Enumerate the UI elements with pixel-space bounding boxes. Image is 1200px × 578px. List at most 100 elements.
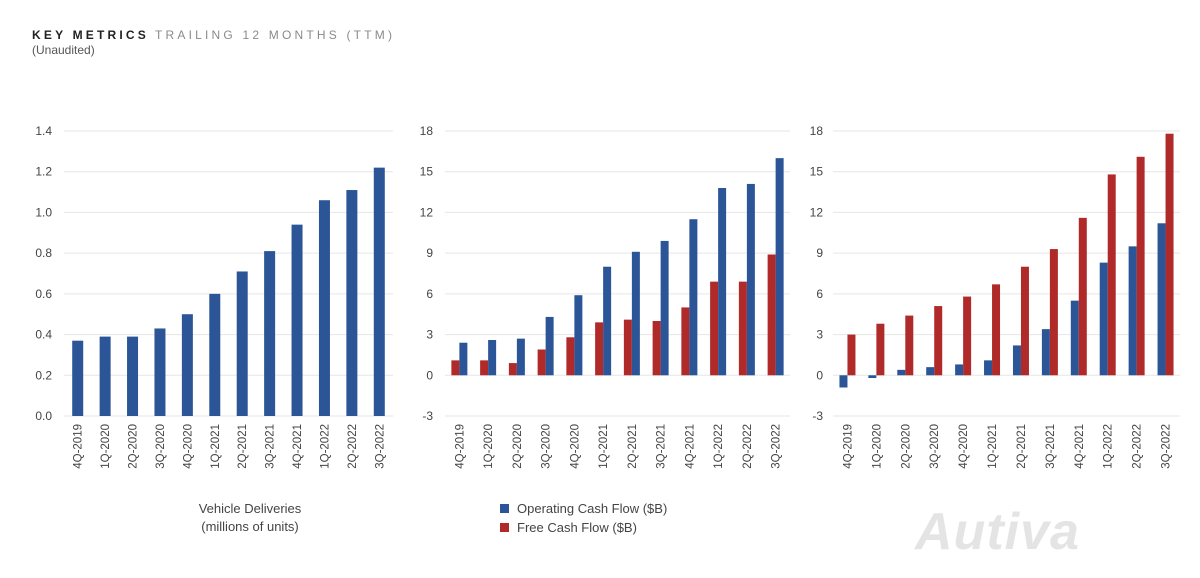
legend-item-operating: Operating Cash Flow ($B) xyxy=(500,499,667,518)
bar xyxy=(72,340,84,416)
x-tick-label: 4Q-2020 xyxy=(182,424,194,469)
y-tick-label: 0.8 xyxy=(35,246,52,260)
bar xyxy=(1099,262,1108,376)
watermark-logo: Autiva xyxy=(915,503,1080,561)
y-tick-label: 12 xyxy=(810,205,824,219)
bar xyxy=(876,323,885,376)
subtitle: (Unaudited) xyxy=(32,43,95,57)
x-tick-label: 3Q-2020 xyxy=(929,424,941,469)
bar xyxy=(291,224,303,416)
x-tick-label: 3Q-2021 xyxy=(1045,424,1057,469)
y-tick-label: 12 xyxy=(420,205,434,219)
bar xyxy=(718,188,727,376)
legend-swatch-red xyxy=(500,523,509,532)
y-tick-label: 18 xyxy=(420,124,434,138)
bar xyxy=(1107,174,1116,376)
bar xyxy=(480,360,489,376)
x-tick-label: 1Q-2021 xyxy=(598,424,610,469)
x-tick-label: 1Q-2021 xyxy=(987,424,999,469)
bar xyxy=(451,360,460,376)
x-tick-label: 4Q-2021 xyxy=(1074,424,1086,469)
x-tick-label: 2Q-2020 xyxy=(128,424,140,469)
bar xyxy=(955,364,964,376)
bar xyxy=(516,338,525,376)
bar xyxy=(652,321,661,376)
bar xyxy=(537,349,546,376)
bar xyxy=(839,375,848,388)
bar xyxy=(236,271,248,416)
bar xyxy=(127,336,139,416)
x-tick-label: 1Q-2020 xyxy=(100,424,112,469)
bar xyxy=(99,336,111,416)
legend-swatch-blue xyxy=(500,504,509,513)
bar xyxy=(459,342,468,376)
bar xyxy=(926,367,935,376)
bar xyxy=(897,369,906,376)
y-tick-label: 18 xyxy=(810,124,824,138)
x-tick-label: 2Q-2020 xyxy=(512,424,524,469)
chart1-caption: Vehicle Deliveries (millions of units) xyxy=(160,500,340,536)
bar xyxy=(681,307,690,376)
x-tick-label: 2Q-2020 xyxy=(900,424,912,469)
bar xyxy=(603,266,612,376)
y-tick-label: 0 xyxy=(426,368,433,382)
bar xyxy=(1136,156,1145,376)
bar xyxy=(738,281,747,376)
chart1-caption-line1: Vehicle Deliveries xyxy=(198,501,302,516)
x-tick-label: 3Q-2021 xyxy=(656,424,668,469)
bar xyxy=(508,363,517,376)
y-tick-label: 6 xyxy=(426,287,433,301)
y-tick-label: 3 xyxy=(426,328,433,342)
bar xyxy=(1128,246,1137,376)
y-tick-label: 0 xyxy=(816,368,823,382)
legend: Operating Cash Flow ($B) Free Cash Flow … xyxy=(500,499,667,537)
x-tick-label: 2Q-2022 xyxy=(1132,424,1144,469)
x-tick-label: 1Q-2022 xyxy=(713,424,725,469)
x-tick-label: 1Q-2020 xyxy=(871,424,883,469)
x-tick-label: 1Q-2022 xyxy=(319,424,331,469)
x-tick-label: 4Q-2021 xyxy=(292,424,304,469)
x-tick-label: 3Q-2020 xyxy=(541,424,553,469)
x-tick-label: 3Q-2022 xyxy=(1161,424,1173,469)
y-tick-label: 15 xyxy=(420,165,434,179)
bar xyxy=(623,319,632,376)
bar xyxy=(1078,217,1087,376)
header: KEY METRICS TRAILING 12 MONTHS (TTM) (Una… xyxy=(32,28,395,57)
title-bold: KEY METRICS xyxy=(32,28,149,42)
x-tick-label: 3Q-2022 xyxy=(374,424,386,469)
bar xyxy=(574,295,583,376)
bar xyxy=(346,190,358,416)
bar xyxy=(264,251,276,416)
bar xyxy=(1070,300,1079,376)
x-tick-label: 4Q-2020 xyxy=(958,424,970,469)
x-tick-label: 3Q-2022 xyxy=(771,424,783,469)
y-tick-label: 9 xyxy=(426,246,433,260)
bar xyxy=(1157,223,1166,376)
bar xyxy=(1012,345,1021,376)
x-tick-label: 2Q-2022 xyxy=(347,424,359,469)
bar xyxy=(767,254,776,376)
bar xyxy=(905,315,914,376)
bar xyxy=(1020,266,1029,376)
bar xyxy=(660,240,669,376)
x-tick-label: 2Q-2021 xyxy=(237,424,249,469)
bar xyxy=(934,306,943,376)
x-tick-label: 3Q-2020 xyxy=(155,424,167,469)
bar xyxy=(992,284,1001,376)
bar xyxy=(318,200,330,416)
x-tick-label: 4Q-2020 xyxy=(569,424,581,469)
y-tick-label: -3 xyxy=(812,409,823,423)
y-tick-label: 0.0 xyxy=(35,409,52,423)
bar xyxy=(689,219,698,376)
bar xyxy=(868,375,877,378)
x-tick-label: 2Q-2021 xyxy=(1016,424,1028,469)
bar xyxy=(1041,329,1050,376)
x-tick-label: 3Q-2021 xyxy=(265,424,277,469)
bar xyxy=(181,314,193,416)
y-tick-label: 1.4 xyxy=(35,124,52,138)
y-tick-label: -3 xyxy=(422,409,433,423)
bar xyxy=(775,158,784,376)
x-tick-label: 4Q-2019 xyxy=(73,424,85,469)
title-light: TRAILING 12 MONTHS (TTM) xyxy=(155,28,396,42)
bar xyxy=(1165,133,1174,376)
